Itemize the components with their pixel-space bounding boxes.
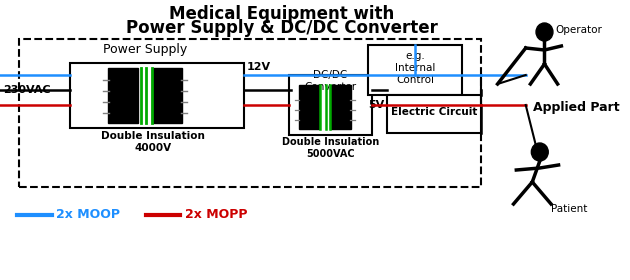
Bar (108, 68, 138, 123)
Text: Medical Equipment with: Medical Equipment with (169, 5, 394, 23)
Bar (289, 75, 372, 135)
Text: Power Supply: Power Supply (103, 43, 188, 56)
Text: 2x MOOP: 2x MOOP (56, 209, 120, 221)
Text: Electric Circuit: Electric Circuit (391, 107, 477, 117)
Circle shape (531, 143, 548, 161)
Text: Patient: Patient (551, 204, 587, 214)
Bar (299, 85, 319, 129)
Text: e.g.
Internal
Control: e.g. Internal Control (395, 52, 435, 85)
Text: Operator: Operator (556, 25, 603, 35)
Bar (387, 95, 481, 133)
Text: 5V: 5V (368, 100, 384, 110)
Text: Double Insulation
5000VAC: Double Insulation 5000VAC (282, 137, 379, 158)
Text: Applied Part: Applied Part (533, 101, 620, 113)
Text: DC/DC
Converter: DC/DC Converter (304, 70, 357, 92)
Bar (71, 63, 244, 128)
Text: 12V: 12V (247, 62, 271, 72)
Bar (19, 39, 481, 187)
Bar (368, 45, 462, 95)
Text: Double Insulation
4000V: Double Insulation 4000V (101, 131, 205, 153)
Bar (331, 85, 351, 129)
Text: Power Supply & DC/DC Converter: Power Supply & DC/DC Converter (126, 19, 438, 37)
Bar (152, 68, 182, 123)
Text: 2x MOPP: 2x MOPP (185, 209, 248, 221)
Circle shape (536, 23, 553, 41)
Text: 230VAC: 230VAC (3, 85, 50, 95)
